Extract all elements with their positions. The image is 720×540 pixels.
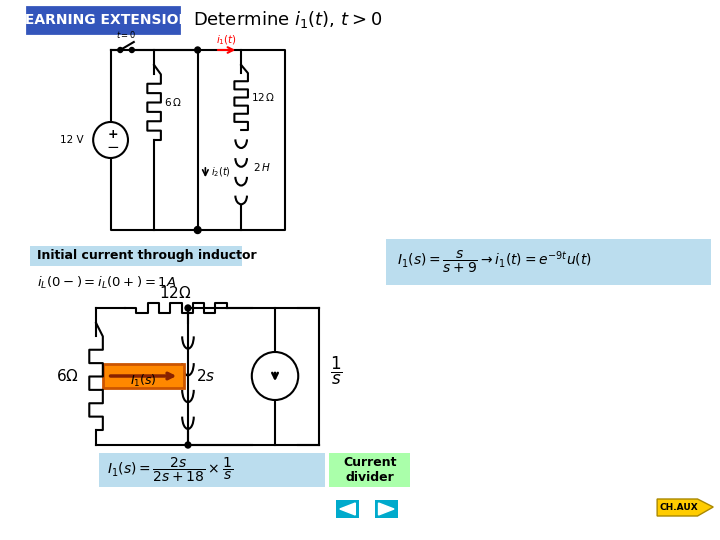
Circle shape: [194, 47, 201, 53]
Text: 12 V: 12 V: [60, 135, 84, 145]
Circle shape: [118, 48, 122, 52]
Text: $i_2(t)$: $i_2(t)$: [211, 165, 231, 179]
FancyBboxPatch shape: [103, 364, 184, 388]
Text: $\dfrac{1}{s}$: $\dfrac{1}{s}$: [330, 355, 343, 387]
Text: $2\,H$: $2\,H$: [253, 161, 271, 173]
Text: CH.AUX: CH.AUX: [659, 503, 698, 511]
Circle shape: [194, 226, 201, 233]
Text: $t=0$: $t=0$: [116, 29, 136, 40]
FancyBboxPatch shape: [329, 453, 410, 487]
Text: −: −: [106, 139, 119, 154]
Text: $i_1(t)$: $i_1(t)$: [216, 33, 237, 47]
Text: $2s$: $2s$: [196, 368, 215, 384]
Text: $12\,\Omega$: $12\,\Omega$: [251, 91, 275, 103]
FancyBboxPatch shape: [386, 239, 711, 285]
FancyBboxPatch shape: [374, 500, 398, 518]
FancyBboxPatch shape: [27, 7, 179, 33]
FancyBboxPatch shape: [336, 500, 359, 518]
Circle shape: [130, 48, 134, 52]
Polygon shape: [379, 503, 394, 515]
FancyBboxPatch shape: [99, 453, 325, 487]
Circle shape: [185, 305, 191, 311]
Text: $i_L(0-)=i_L(0+)=1A$: $i_L(0-)=i_L(0+)=1A$: [37, 275, 176, 291]
Text: Initial current through inductor: Initial current through inductor: [37, 249, 257, 262]
Text: $6\,\Omega$: $6\,\Omega$: [163, 96, 181, 108]
Text: Current
divider: Current divider: [343, 456, 397, 484]
Text: +: +: [107, 127, 118, 140]
Text: $12\Omega$: $12\Omega$: [159, 285, 192, 301]
Circle shape: [185, 442, 191, 448]
Polygon shape: [657, 499, 714, 516]
Text: LEARNING EXTENSION: LEARNING EXTENSION: [16, 13, 190, 27]
Text: $I_1(s)$: $I_1(s)$: [130, 373, 157, 389]
Text: $6\Omega$: $6\Omega$: [55, 368, 78, 384]
Circle shape: [252, 352, 298, 400]
Text: Determine $i_1(t),\, t>0$: Determine $i_1(t),\, t>0$: [193, 10, 382, 30]
Text: $I_1(s)=\dfrac{2s}{2s+18}\times\dfrac{1}{s}$: $I_1(s)=\dfrac{2s}{2s+18}\times\dfrac{1}…: [107, 456, 233, 484]
FancyBboxPatch shape: [30, 246, 242, 266]
Polygon shape: [340, 503, 355, 515]
Text: $I_1(s)=\dfrac{s}{s+9}\rightarrow i_1(t)=e^{-9t}u(t)$: $I_1(s)=\dfrac{s}{s+9}\rightarrow i_1(t)…: [397, 249, 592, 275]
Circle shape: [93, 122, 128, 158]
